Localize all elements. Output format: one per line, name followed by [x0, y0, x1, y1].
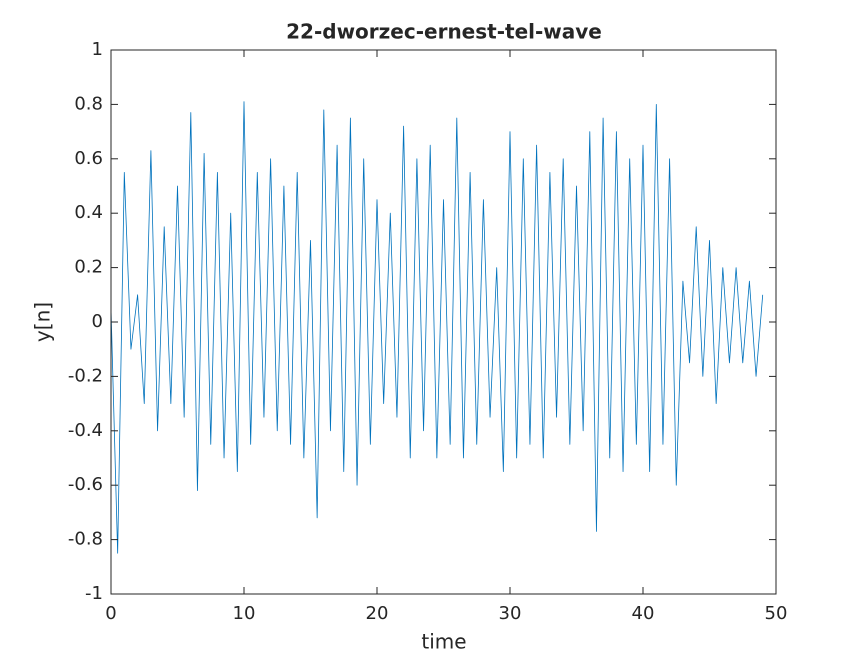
y-tick-label: -1 [85, 583, 103, 604]
x-axis-label: time [421, 630, 466, 654]
y-tick-label: 0.6 [74, 148, 103, 169]
y-axis-label: y[n] [31, 302, 55, 342]
x-tick-label: 20 [366, 603, 389, 624]
y-tick-label: -0.8 [68, 529, 103, 550]
y-tick-label: -0.2 [68, 365, 103, 386]
x-tick-label: 0 [105, 603, 116, 624]
y-tick-label: 1 [92, 39, 103, 60]
y-tick-label: 0 [92, 311, 103, 332]
y-tick-label: 0.8 [74, 93, 103, 114]
waveform-line [110, 101, 764, 554]
x-tick-label: 30 [499, 603, 522, 624]
chart-title: 22-dworzec-ernest-tel-wave [286, 20, 602, 44]
x-tick-label: 50 [765, 603, 788, 624]
x-tick-label: 40 [632, 603, 655, 624]
y-tick-label: -0.6 [68, 474, 103, 495]
y-tick-label: 0.2 [74, 257, 103, 278]
x-tick-label: 10 [233, 603, 256, 624]
y-tick-label: -0.4 [68, 420, 103, 441]
y-tick-label: 0.4 [74, 202, 103, 223]
